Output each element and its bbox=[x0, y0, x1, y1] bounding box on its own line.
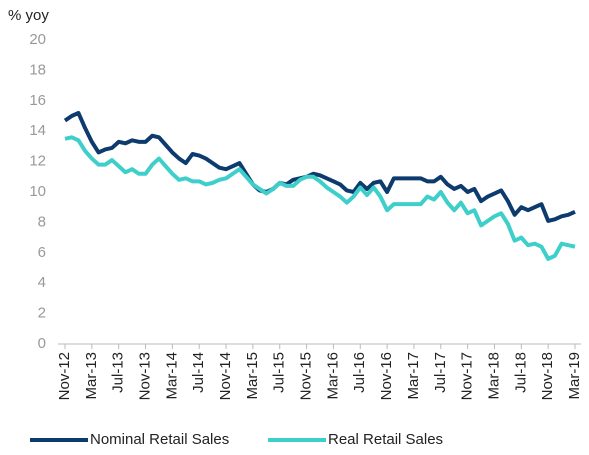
y-tick-label: 2 bbox=[38, 305, 46, 322]
x-tick-label: Nov-15 bbox=[298, 352, 315, 400]
y-tick-label: 12 bbox=[29, 153, 46, 170]
x-tick-label: Nov-18 bbox=[539, 352, 556, 400]
y-tick-label: 14 bbox=[29, 122, 46, 139]
y-tick-label: 20 bbox=[29, 31, 46, 48]
legend-label: Real Retail Sales bbox=[328, 431, 443, 448]
y-axis-label: % yoy bbox=[8, 7, 49, 24]
x-tick-label: Nov-14 bbox=[217, 352, 234, 400]
x-tick-label: Mar-13 bbox=[83, 352, 100, 400]
series-line bbox=[64, 135, 576, 261]
y-tick-label: 4 bbox=[38, 274, 46, 291]
x-tick-label: Nov-12 bbox=[56, 352, 73, 400]
x-tick-label: Mar-14 bbox=[163, 352, 180, 400]
x-tick-label: Nov-13 bbox=[136, 352, 153, 400]
x-tick-label: Mar-16 bbox=[324, 352, 341, 400]
x-tick-label: Jul-18 bbox=[512, 352, 529, 393]
x-tick-label: Mar-17 bbox=[405, 352, 422, 400]
y-tick-label: 18 bbox=[29, 61, 46, 78]
x-tick-label: Jul-15 bbox=[271, 352, 288, 393]
series-line bbox=[63, 110, 576, 223]
x-tick-label: Nov-16 bbox=[378, 352, 395, 400]
y-tick-label: 6 bbox=[38, 244, 46, 261]
y-tick-label: 10 bbox=[29, 183, 46, 200]
x-tick-label: Jul-17 bbox=[432, 352, 449, 393]
x-tick-label: Jul-16 bbox=[351, 352, 368, 393]
x-tick-label: Mar-15 bbox=[244, 352, 261, 400]
y-tick-label: 0 bbox=[38, 335, 46, 352]
x-tick-label: Jul-14 bbox=[190, 352, 207, 393]
x-tick-label: Jul-13 bbox=[110, 352, 127, 393]
x-tick-label: Mar-18 bbox=[485, 352, 502, 400]
y-tick-label: 16 bbox=[29, 92, 46, 109]
legend-label: Nominal Retail Sales bbox=[90, 431, 229, 448]
x-tick-label: Mar-19 bbox=[566, 352, 583, 400]
y-tick-label: 8 bbox=[38, 213, 46, 230]
x-tick-label: Nov-17 bbox=[459, 352, 476, 400]
